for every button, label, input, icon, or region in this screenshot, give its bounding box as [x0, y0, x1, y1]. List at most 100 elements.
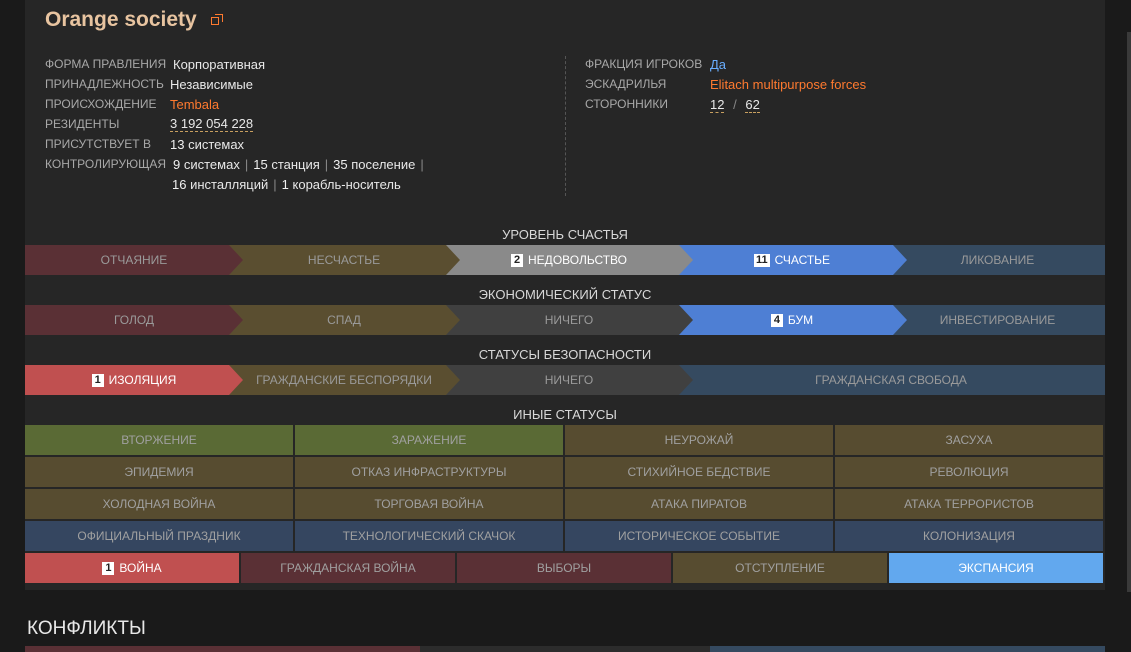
status-cell[interactable]: ИСТОРИЧЕСКОЕ СОБЫТИЕ — [565, 521, 833, 551]
status-cell[interactable]: ВЫБОРЫ — [457, 553, 671, 583]
carriers-count: 1 — [281, 176, 289, 192]
allegiance-value: Независимые — [170, 76, 253, 92]
economy-bar: ГОЛОД СПАД НИЧЕГО 4 БУМ ИНВЕСТИРОВАНИЕ — [25, 305, 1105, 335]
separator: | — [273, 176, 277, 192]
faction-name: Orange society — [45, 8, 197, 31]
status-label: ХОЛОДНАЯ ВОЙНА — [102, 497, 216, 511]
origin-link[interactable]: Tembala — [170, 96, 220, 112]
segment-label: ГОЛОД — [113, 313, 155, 327]
status-label: ЭКСПАНСИЯ — [958, 561, 1034, 575]
segment-label: БУМ — [787, 313, 814, 327]
happiness-segment[interactable]: ЛИКОВАНИЕ — [890, 245, 1105, 275]
status-label: СТИХИЙНОЕ БЕДСТВИЕ — [627, 465, 771, 479]
segment-label: НЕДОВОЛЬСТВО — [528, 253, 627, 267]
economy-segment[interactable]: ИНВЕСТИРОВАНИЕ — [890, 305, 1105, 335]
status-cell[interactable]: НЕУРОЖАЙ — [565, 425, 833, 455]
controls-line-2: 16 инсталляций | 1 корабль-носитель — [172, 177, 401, 192]
count-badge: 1 — [92, 374, 104, 387]
status-label: ЗАСУХА — [945, 433, 993, 447]
economy-segment[interactable]: ГОЛОД — [25, 305, 243, 335]
player-faction-value: Да — [710, 56, 727, 72]
economy-segment[interactable]: НИЧЕГО — [445, 305, 693, 335]
status-label: ВОЙНА — [119, 561, 162, 575]
status-cell[interactable]: ОТКАЗ ИНФРАСТРУКТУРЫ — [295, 457, 563, 487]
segment-label: НИЧЕГО — [544, 373, 594, 387]
conflict-strip — [25, 646, 420, 652]
status-label: НЕУРОЖАЙ — [664, 433, 734, 447]
status-label: ВЫБОРЫ — [536, 561, 592, 575]
status-label: ОТКАЗ ИНФРАСТРУКТУРЫ — [351, 465, 507, 479]
status-cell[interactable]: РЕВОЛЮЦИЯ — [835, 457, 1103, 487]
happiness-segment[interactable]: 11 СЧАСТЬЕ — [677, 245, 907, 275]
status-label: ТЕХНОЛОГИЧЕСКИЙ СКАЧОК — [342, 529, 516, 543]
government-value: Корпоративная — [173, 56, 266, 72]
faction-title: Orange society — [45, 8, 223, 32]
status-cell[interactable]: ЗАСУХА — [835, 425, 1103, 455]
economy-segment[interactable]: 4 БУМ — [677, 305, 907, 335]
status-label: ОТСТУПЛЕНИЕ — [735, 561, 825, 575]
security-segment[interactable]: ГРАЖДАНСКИЕ БЕСПОРЯДКИ — [228, 365, 460, 395]
status-cell[interactable]: ХОЛОДНАЯ ВОЙНА — [25, 489, 293, 519]
segment-label: ЛИКОВАНИЕ — [960, 253, 1035, 267]
segment-label: ИНВЕСТИРОВАНИЕ — [939, 313, 1056, 327]
happiness-segment[interactable]: ОТЧАЯНИЕ — [25, 245, 243, 275]
status-cell[interactable]: 1 ВОЙНА — [25, 553, 239, 583]
status-cell[interactable]: АТАКА ПИРАТОВ — [565, 489, 833, 519]
segment-label: ОТЧАЯНИЕ — [100, 253, 168, 267]
status-cell[interactable]: ВТОРЖЕНИЕ — [25, 425, 293, 455]
status-cell[interactable]: ОФИЦИАЛЬНЫЙ ПРАЗДНИК — [25, 521, 293, 551]
present-in-count: 13 — [170, 136, 185, 152]
status-label: АТАКА ПИРАТОВ — [651, 497, 747, 511]
segment-label: НИЧЕГО — [544, 313, 594, 327]
supporters-current: 12 — [710, 96, 725, 113]
faction-info-left: ФОРМА ПРАВЛЕНИЯ Корпоративная ПРИНАДЛЕЖН… — [45, 54, 429, 194]
allegiance-label: ПРИНАДЛЕЖНОСТЬ — [45, 77, 164, 91]
security-segment[interactable]: 1 ИЗОЛЯЦИЯ — [25, 365, 243, 395]
status-cell[interactable]: АТАКА ТЕРРОРИСТОВ — [835, 489, 1103, 519]
happiness-segment[interactable]: НЕСЧАСТЬЕ — [228, 245, 460, 275]
info-divider — [565, 56, 566, 196]
status-cell[interactable]: ОТСТУПЛЕНИЕ — [673, 553, 887, 583]
separator: | — [420, 156, 424, 172]
status-cell[interactable]: СТИХИЙНОЕ БЕДСТВИЕ — [565, 457, 833, 487]
count-badge: 11 — [755, 253, 768, 266]
faction-info-right: ФРАКЦИЯ ИГРОКОВ Да ЭСКАДРИЛЬЯ Elitach mu… — [585, 54, 866, 114]
external-link-icon[interactable] — [210, 14, 223, 26]
status-label: ИСТОРИЧЕСКОЕ СОБЫТИЕ — [617, 529, 781, 543]
status-cell[interactable]: ЗАРАЖЕНИЕ — [295, 425, 563, 455]
stations-unit: станция — [271, 156, 320, 172]
security-segment[interactable]: НИЧЕГО — [445, 365, 693, 395]
stations-count: 15 — [253, 156, 268, 172]
segment-label: ИЗОЛЯЦИЯ — [108, 373, 177, 387]
happiness-bar: ОТЧАЯНИЕ НЕСЧАСТЬЕ 2 НЕДОВОЛЬСТВО 11 СЧАСТЬЕ Л… — [25, 245, 1105, 275]
status-cell[interactable]: КОЛОНИЗАЦИЯ — [835, 521, 1103, 551]
happiness-segment[interactable]: 2 НЕДОВОЛЬСТВО — [445, 245, 693, 275]
status-label: ВТОРЖЕНИЕ — [121, 433, 197, 447]
segment-label: СПАД — [327, 313, 361, 327]
squadron-link[interactable]: Elitach multipurpose forces — [710, 76, 867, 92]
economy-segment[interactable]: СПАД — [228, 305, 460, 335]
security-segment[interactable]: ГРАЖДАНСКАЯ СВОБОДА — [677, 365, 1105, 395]
status-label: ГРАЖДАНСКАЯ ВОЙНА — [280, 561, 416, 575]
status-cell[interactable]: ЭПИДЕМИЯ — [25, 457, 293, 487]
happiness-title: УРОВЕНЬ СЧАСТЬЯ — [502, 227, 628, 242]
squadron-label: ЭСКАДРИЛЬЯ — [585, 77, 667, 91]
status-label: РЕВОЛЮЦИЯ — [929, 465, 1009, 479]
status-label: ЭПИДЕМИЯ — [124, 465, 194, 479]
supporters-slash: / — [733, 96, 737, 112]
status-cell[interactable]: ГРАЖДАНСКАЯ ВОЙНА — [241, 553, 455, 583]
status-cell[interactable]: ЭКСПАНСИЯ — [889, 553, 1103, 583]
scrollbar[interactable] — [1105, 0, 1131, 592]
security-bar: 1 ИЗОЛЯЦИЯ ГРАЖДАНСКИЕ БЕСПОРЯДКИ НИЧЕГО ГРА… — [25, 365, 1105, 395]
status-label: КОЛОНИЗАЦИЯ — [923, 529, 1015, 543]
conflicts-heading: КОНФЛИКТЫ — [27, 618, 146, 639]
conflict-strip — [710, 646, 1105, 652]
other-statuses-title: ИНЫЕ СТАТУСЫ — [513, 407, 617, 422]
status-cell[interactable]: ТОРГОВАЯ ВОЙНА — [295, 489, 563, 519]
segment-label: НЕСЧАСТЬЕ — [307, 253, 381, 267]
separator: | — [324, 156, 329, 172]
other-statuses-grid: ВТОРЖЕНИЕ ЗАРАЖЕНИЕ НЕУРОЖАЙ ЗАСУХА ЭПИДЕМИЯ… — [25, 425, 1105, 585]
controls-line-1: 9 системах | 15 станция | 35 поселение | — [173, 157, 429, 172]
installations-unit: инсталляций — [190, 176, 269, 192]
status-cell[interactable]: ТЕХНОЛОГИЧЕСКИЙ СКАЧОК — [295, 521, 563, 551]
